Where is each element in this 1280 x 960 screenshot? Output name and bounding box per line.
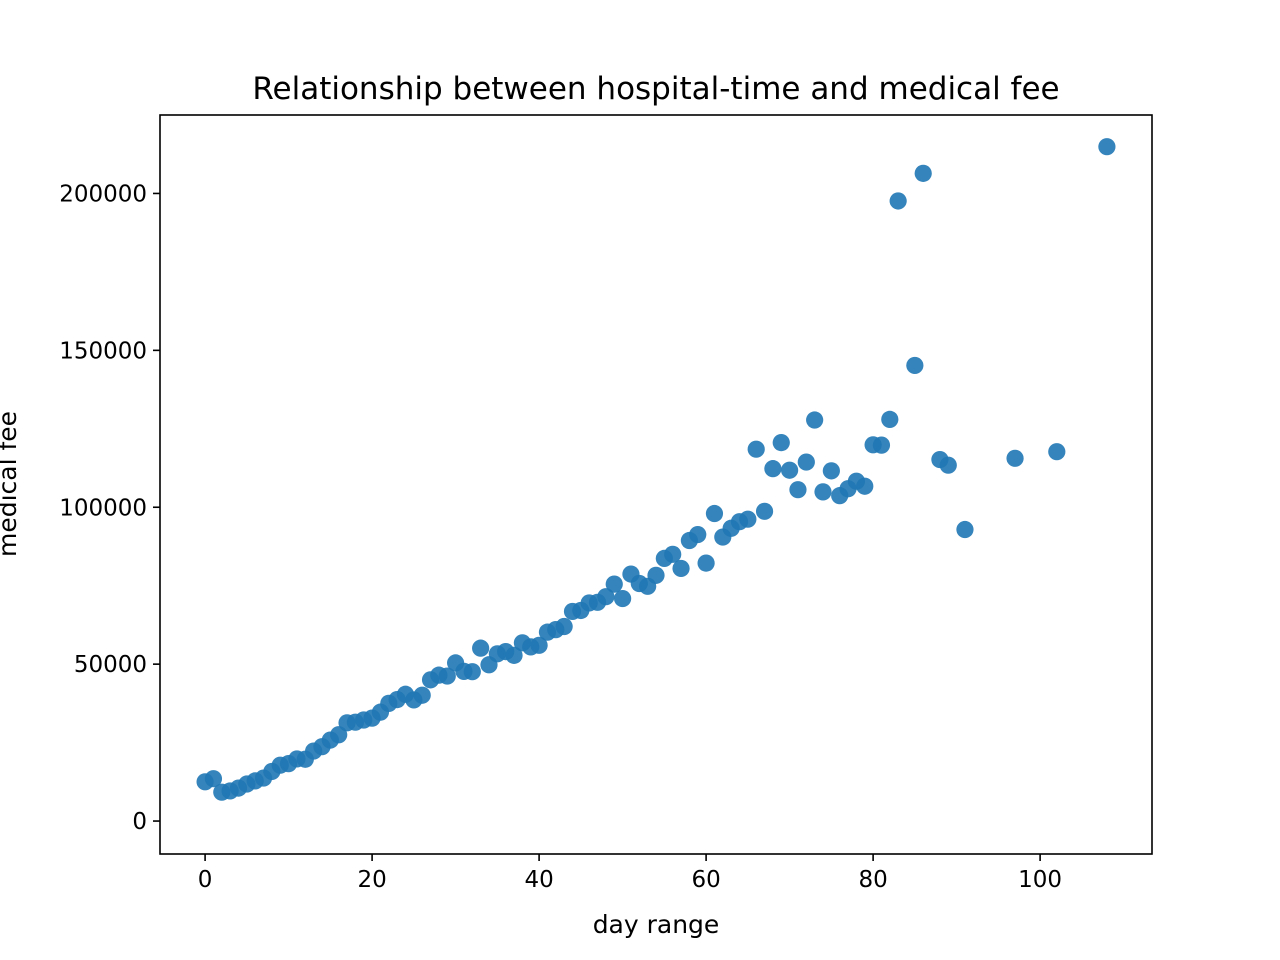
data-point-50	[613, 589, 632, 608]
data-point-90	[1048, 443, 1066, 461]
data-point-66	[747, 440, 765, 458]
data-point-65	[739, 510, 757, 528]
x-tick-label: 20	[357, 867, 386, 893]
data-point-54	[647, 566, 665, 584]
x-tick-label: 80	[858, 867, 887, 893]
data-point-56	[664, 545, 682, 563]
data-point-29	[438, 667, 456, 685]
data-point-67	[755, 502, 774, 520]
data-point-79	[856, 477, 874, 495]
data-point-32	[463, 663, 481, 681]
y-tick-label: 100000	[59, 495, 147, 521]
x-axis: 0 20 40 60 80 100	[198, 854, 1062, 893]
y-axis-label: medical fee	[0, 411, 22, 557]
data-point-60	[697, 554, 715, 572]
x-axis-label: day range	[593, 910, 720, 939]
data-point-88	[956, 520, 974, 539]
data-point-69	[772, 434, 790, 452]
data-point-1	[204, 770, 223, 788]
y-tick-label: 200000	[59, 181, 147, 207]
data-point-49	[605, 575, 623, 593]
data-point-57	[672, 559, 690, 578]
y-tick-label: 0	[132, 809, 147, 835]
data-point-72	[797, 453, 815, 471]
data-point-89	[1006, 449, 1024, 467]
x-tick-label: 60	[691, 867, 720, 893]
x-tick-label: 0	[198, 867, 213, 893]
data-point-43	[555, 617, 573, 636]
data-point-75	[822, 462, 840, 480]
data-point-59	[689, 525, 707, 544]
data-point-83	[889, 192, 907, 210]
x-tick-label: 100	[1018, 867, 1062, 893]
y-tick-label: 150000	[59, 338, 147, 364]
data-point-68	[764, 460, 782, 478]
data-point-84	[906, 356, 924, 375]
data-point-73	[806, 411, 824, 429]
data-point-37	[505, 646, 523, 664]
data-point-87	[939, 456, 957, 474]
data-point-91	[1098, 138, 1116, 156]
data-point-70	[781, 461, 799, 479]
y-tick-label: 50000	[74, 652, 147, 678]
data-point-71	[789, 481, 807, 499]
data-point-85	[914, 164, 932, 182]
data-point-81	[872, 436, 891, 454]
data-point-74	[814, 483, 832, 501]
data-point-33	[472, 639, 490, 657]
chart-title: Relationship between hospital-time and m…	[252, 71, 1059, 107]
data-point-26	[413, 686, 431, 704]
data-point-82	[881, 410, 899, 428]
data-point-16	[330, 726, 348, 744]
points-layer	[196, 138, 1116, 801]
data-point-40	[530, 636, 548, 654]
data-point-48	[597, 588, 615, 606]
x-tick-label: 40	[524, 867, 553, 893]
data-point-61	[705, 504, 724, 523]
y-axis: 0 50000 100000 150000 200000	[59, 181, 160, 835]
plot-frame	[159, 114, 1153, 855]
